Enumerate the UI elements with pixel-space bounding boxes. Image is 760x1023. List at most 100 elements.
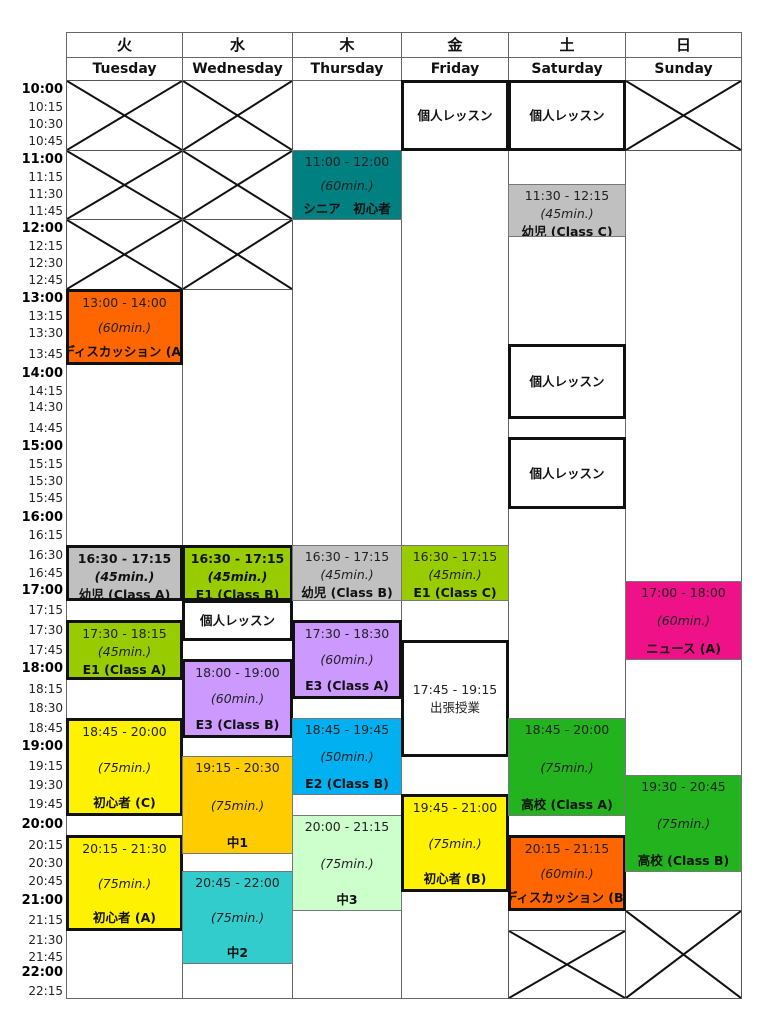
time-label: 18:00 bbox=[21, 661, 63, 676]
day-header-en: Sunday bbox=[625, 57, 742, 81]
time-label: 16:00 bbox=[21, 510, 63, 525]
class-block[interactable]: 16:30 - 17:15 (45min.) E1 (Class C) bbox=[401, 545, 509, 601]
class-duration: (45min.) bbox=[94, 569, 155, 584]
time-label: 18:30 bbox=[28, 701, 63, 715]
day-header-jp: 火 bbox=[66, 32, 183, 58]
class-block[interactable]: 個人レッスン bbox=[508, 437, 626, 509]
class-block[interactable]: 個人レッスン bbox=[401, 80, 509, 151]
class-name: E1 (Class C) bbox=[413, 585, 497, 600]
time-label: 19:00 bbox=[21, 739, 63, 754]
class-block[interactable]: 20:45 - 22:00 (75min.) 中2 bbox=[182, 871, 293, 964]
class-name: 中1 bbox=[226, 835, 249, 850]
time-label: 16:15 bbox=[28, 528, 63, 542]
class-block[interactable]: 19:30 - 20:45 (75min.) 高校 (Class B) bbox=[625, 775, 742, 872]
cross-icon bbox=[626, 81, 741, 150]
class-block[interactable]: 17:30 - 18:30 (60min.) E3 (Class A) bbox=[292, 620, 402, 699]
time-label: 11:00 bbox=[21, 152, 63, 167]
class-name: E1 (Class A) bbox=[82, 662, 167, 677]
class-name: 個人レッスン bbox=[529, 465, 605, 481]
time-label: 13:30 bbox=[28, 326, 63, 340]
class-time: 18:45 - 19:45 bbox=[304, 722, 390, 737]
class-block[interactable]: 20:15 - 21:15 (60min.) ディスカッション (B) bbox=[508, 835, 626, 911]
class-block[interactable]: 16:30 - 17:15 (45min.) 幼児 (Class A) bbox=[66, 545, 183, 601]
class-name: E1 (Class B) bbox=[195, 587, 280, 601]
time-label: 19:15 bbox=[28, 759, 63, 773]
day-header-en: Friday bbox=[401, 57, 509, 81]
day-header-en: Tuesday bbox=[66, 57, 183, 81]
time-label: 19:30 bbox=[28, 778, 63, 792]
class-block[interactable]: 19:45 - 21:00 (75min.) 初心者 (B) bbox=[401, 794, 509, 892]
class-time: 18:00 - 19:00 bbox=[195, 665, 280, 680]
time-label: 15:15 bbox=[28, 457, 63, 471]
class-block[interactable]: 11:00 - 12:00 (60min.) シニア 初心者 bbox=[292, 150, 402, 220]
time-label: 13:00 bbox=[21, 291, 63, 306]
class-duration: (45min.) bbox=[97, 644, 152, 659]
unavailable-slot bbox=[66, 80, 183, 151]
time-label: 17:00 bbox=[21, 583, 63, 598]
day-header-jp: 木 bbox=[292, 32, 402, 58]
class-block[interactable]: 17:30 - 18:15 (45min.) E1 (Class A) bbox=[66, 620, 183, 680]
class-name: 幼児 (Class C) bbox=[521, 224, 613, 237]
time-label: 17:15 bbox=[28, 603, 63, 617]
class-block[interactable]: 16:30 - 17:15 (45min.) 幼児 (Class B) bbox=[292, 545, 402, 601]
class-block[interactable]: 20:15 - 21:30 (75min.) 初心者 (A) bbox=[66, 835, 183, 931]
time-label: 12:45 bbox=[28, 273, 63, 287]
class-time: 19:45 - 21:00 bbox=[412, 800, 498, 815]
time-label: 12:15 bbox=[28, 239, 63, 253]
time-label: 16:30 bbox=[28, 548, 63, 562]
class-block[interactable]: 16:30 - 17:15 (45min.) E1 (Class B) bbox=[182, 545, 293, 601]
class-time: 17:45 - 19:15 bbox=[412, 682, 498, 697]
class-duration: (45min.) bbox=[320, 567, 374, 582]
day-header-en: Wednesday bbox=[182, 57, 293, 81]
class-duration: (75min.) bbox=[656, 816, 711, 831]
class-duration: (75min.) bbox=[540, 759, 594, 775]
class-block[interactable]: 19:15 - 20:30 (75min.) 中1 bbox=[182, 756, 293, 854]
class-time: 20:15 - 21:30 bbox=[82, 841, 167, 856]
class-time: 16:30 - 17:15 bbox=[77, 551, 172, 566]
day-header-jp: 土 bbox=[508, 32, 626, 58]
class-duration: (45min.) bbox=[428, 567, 482, 582]
time-label: 18:15 bbox=[28, 682, 63, 696]
class-duration: (45min.) bbox=[207, 569, 268, 584]
class-block[interactable]: 18:45 - 20:00 (75min.) 高校 (Class A) bbox=[508, 718, 626, 816]
class-name: E3 (Class B) bbox=[195, 717, 280, 732]
time-label: 10:15 bbox=[28, 100, 63, 114]
class-block[interactable]: 13:00 - 14:00 (60min.) ディスカッション (A) bbox=[66, 289, 183, 365]
time-label: 13:45 bbox=[28, 347, 63, 361]
class-time: 20:15 - 21:15 bbox=[524, 841, 610, 856]
time-label: 19:45 bbox=[28, 797, 63, 811]
class-block[interactable]: 個人レッスン bbox=[508, 80, 626, 151]
cross-icon bbox=[183, 81, 292, 150]
class-duration: (45min.) bbox=[540, 206, 594, 221]
day-header-jp: 日 bbox=[625, 32, 742, 58]
time-label: 20:30 bbox=[28, 856, 63, 870]
class-block[interactable]: 17:00 - 18:00 (60min.) ニュース (A) bbox=[625, 581, 742, 660]
class-name: E3 (Class A) bbox=[305, 678, 389, 693]
class-name: 幼児 (Class B) bbox=[301, 585, 393, 600]
class-block[interactable]: 20:00 - 21:15 (75min.) 中3 bbox=[292, 815, 402, 911]
time-label: 20:15 bbox=[28, 838, 63, 852]
class-block[interactable]: 個人レッスン bbox=[508, 344, 626, 419]
class-block[interactable]: 18:45 - 20:00 (75min.) 初心者 (C) bbox=[66, 718, 183, 816]
time-label: 21:45 bbox=[28, 950, 63, 964]
class-duration: (60min.) bbox=[540, 865, 594, 881]
time-label: 12:30 bbox=[28, 256, 63, 270]
time-label: 20:45 bbox=[28, 874, 63, 888]
column-divider bbox=[741, 80, 742, 998]
class-block[interactable]: 個人レッスン bbox=[182, 600, 293, 641]
class-duration: (75min.) bbox=[320, 855, 374, 871]
class-name: 中3 bbox=[336, 892, 358, 907]
class-name: 出張授業 bbox=[429, 700, 480, 715]
class-block[interactable]: 18:00 - 19:00 (60min.) E3 (Class B) bbox=[182, 659, 293, 738]
class-name: 幼児 (Class A) bbox=[78, 587, 171, 601]
unavailable-slot bbox=[66, 219, 183, 290]
unavailable-slot bbox=[625, 80, 742, 151]
cross-icon bbox=[626, 911, 741, 998]
class-time: 16:30 - 17:15 bbox=[304, 549, 390, 564]
class-block[interactable]: 11:30 - 12:15 (45min.) 幼児 (Class C) bbox=[508, 184, 626, 237]
class-block[interactable]: 17:45 - 19:15 出張授業 bbox=[401, 640, 509, 757]
time-label: 13:15 bbox=[28, 309, 63, 323]
time-label: 11:45 bbox=[28, 204, 63, 218]
time-label: 14:15 bbox=[28, 384, 63, 398]
class-block[interactable]: 18:45 - 19:45 (50min.) E2 (Class B) bbox=[292, 718, 402, 795]
